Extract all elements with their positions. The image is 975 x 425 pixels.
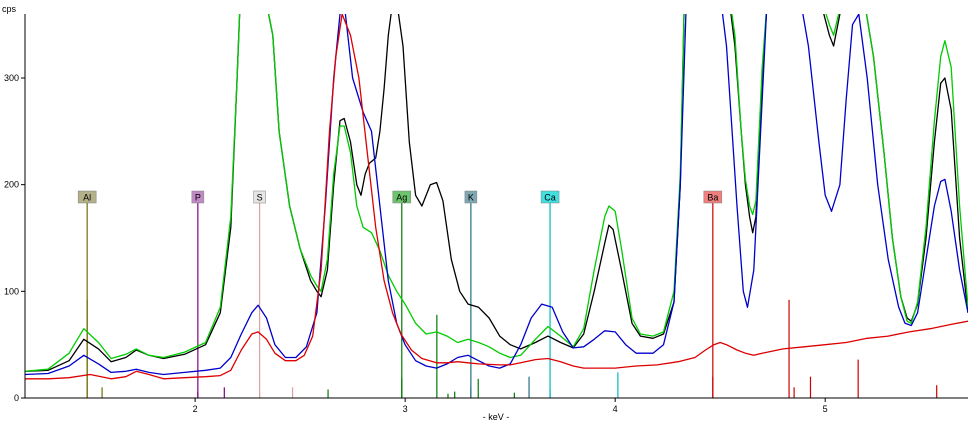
element-label-s: S — [257, 193, 263, 203]
x-tick-label: 4 — [613, 404, 618, 414]
y-tick-label: 0 — [14, 393, 19, 403]
x-tick-label: 2 — [193, 404, 198, 414]
x-tick-label: 5 — [823, 404, 828, 414]
element-label-ag: Ag — [396, 193, 407, 203]
element-label-ca: Ca — [544, 193, 556, 203]
y-tick-label: 300 — [4, 73, 19, 83]
x-tick-label: 3 — [403, 404, 408, 414]
x-axis-label: - keV - — [483, 412, 510, 422]
element-label-ba: Ba — [707, 193, 718, 203]
y-axis-label: cps — [2, 4, 17, 14]
element-label-p: P — [195, 193, 201, 203]
element-label-k: K — [468, 193, 474, 203]
y-tick-label: 100 — [4, 286, 19, 296]
y-tick-label: 200 — [4, 180, 19, 190]
element-label-al: Al — [83, 193, 91, 203]
